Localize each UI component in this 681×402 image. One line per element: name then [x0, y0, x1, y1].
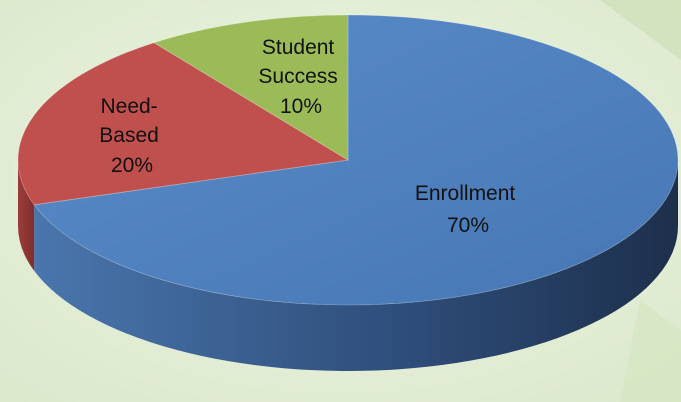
- label-enrollment-name: Enrollment: [415, 182, 516, 205]
- pie-slices: [17, 14, 679, 306]
- label-student-success: Student Success 10%: [258, 36, 343, 118]
- pie-slice-enrollment: [33, 14, 679, 306]
- pie-sides: [18, 160, 678, 371]
- label-enrollment-value: 70%: [447, 214, 489, 237]
- background-accent-bottom: [620, 300, 681, 402]
- pie-slice-student-success: [153, 14, 349, 161]
- background-accent-top: [600, 0, 681, 60]
- pie-side-enrollment: [34, 160, 678, 371]
- label-enrollment: Enrollment 70%: [415, 182, 521, 237]
- label-student-success-line1: Student: [262, 36, 335, 59]
- label-need-based-line2: Based: [99, 124, 159, 147]
- pie-slice-need-based: [17, 42, 350, 206]
- label-student-success-line2: Success: [258, 65, 337, 88]
- pie-side-need-based: [18, 160, 35, 271]
- label-need-based-value: 20%: [111, 154, 153, 177]
- label-need-based-line1: Need-: [100, 95, 157, 118]
- label-student-success-value: 10%: [280, 95, 322, 118]
- label-need-based: Need- Based 20%: [99, 95, 164, 177]
